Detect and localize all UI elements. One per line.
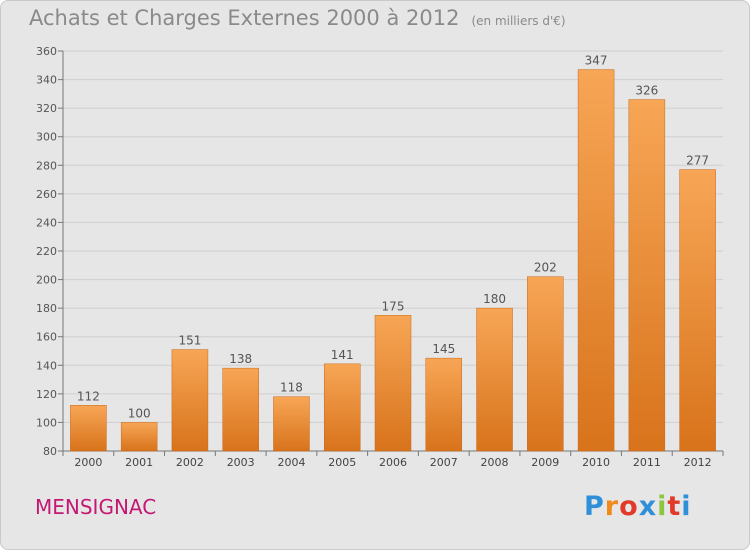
bar-2010 — [577, 69, 615, 452]
data-label: 347 — [585, 54, 608, 68]
x-tick-label: 2006 — [379, 456, 407, 469]
logo-letter: x — [638, 491, 658, 522]
x-tick-label: 2001 — [125, 456, 153, 469]
chart-title: Achats et Charges Externes 2000 à 2012 — [29, 6, 460, 30]
bar-2009 — [527, 276, 564, 452]
bar-2000 — [70, 405, 107, 452]
logo-letter: i — [657, 491, 668, 522]
logo-letter: i — [681, 491, 692, 522]
title-line: Achats et Charges Externes 2000 à 2012 (e… — [29, 6, 566, 30]
y-tick-label: 240 — [36, 216, 57, 229]
x-tick-label: 2000 — [74, 456, 102, 469]
bar-2006 — [374, 315, 412, 452]
y-tick-label: 260 — [36, 188, 57, 201]
proxiti-logo: Proxiti — [584, 491, 692, 522]
y-tick-label: 320 — [36, 102, 57, 115]
logo-letter: P — [584, 491, 605, 522]
data-label: 180 — [483, 292, 506, 306]
y-tick-label: 340 — [36, 74, 57, 87]
data-label: 112 — [77, 389, 100, 403]
chart-subtitle: (en milliers d'€) — [471, 14, 566, 28]
x-tick-label: 2005 — [328, 456, 356, 469]
data-label: 118 — [280, 381, 303, 395]
x-tick-label: 2004 — [277, 456, 305, 469]
location-label: MENSIGNAC — [35, 495, 157, 519]
bars — [70, 69, 716, 452]
y-tick-label: 360 — [36, 45, 57, 58]
x-tick-label: 2008 — [481, 456, 509, 469]
bar-2002 — [171, 349, 209, 452]
x-tick-label: 2012 — [684, 456, 712, 469]
y-tick-label: 300 — [36, 131, 57, 144]
x-tick-label: 2009 — [531, 456, 559, 469]
data-label: 202 — [534, 261, 557, 275]
y-tick-label: 200 — [36, 274, 57, 287]
logo-letter: r — [604, 491, 620, 522]
logo-letter: t — [667, 491, 682, 522]
y-tick-label: 140 — [36, 359, 57, 372]
data-label: 151 — [178, 334, 201, 348]
x-tick-label: 2002 — [176, 456, 204, 469]
y-tick-label: 100 — [36, 416, 57, 429]
data-label: 175 — [382, 299, 405, 313]
y-tick-label: 180 — [36, 302, 57, 315]
bar-2011 — [628, 99, 666, 452]
x-tick-label: 2007 — [430, 456, 458, 469]
bar-2005 — [323, 363, 361, 452]
logo-letter: o — [619, 491, 639, 522]
data-label: 145 — [432, 342, 455, 356]
data-labels: 112 100 151 138 118 141 175 145 180 202 347 326 277 — [77, 54, 709, 421]
data-label: 141 — [331, 348, 354, 362]
y-tick-label: 120 — [36, 388, 57, 401]
bar-2004 — [273, 396, 310, 452]
bar-2001 — [120, 422, 158, 452]
x-tick-label: 2011 — [633, 456, 661, 469]
y-tick-label: 80 — [43, 445, 57, 458]
data-label: 277 — [686, 154, 709, 168]
bar-2012 — [679, 169, 716, 452]
data-label: 138 — [229, 352, 252, 366]
x-tick-label: 2010 — [582, 456, 610, 469]
y-tick-label: 160 — [36, 331, 57, 344]
bar-2003 — [222, 367, 259, 452]
bar-2007 — [425, 357, 463, 452]
data-label: 100 — [128, 406, 151, 420]
y-tick-label: 280 — [36, 159, 57, 172]
bar-2008 — [476, 307, 513, 452]
y-tick-label: 220 — [36, 245, 57, 258]
data-label: 326 — [635, 84, 658, 98]
x-tick-label: 2003 — [227, 456, 255, 469]
